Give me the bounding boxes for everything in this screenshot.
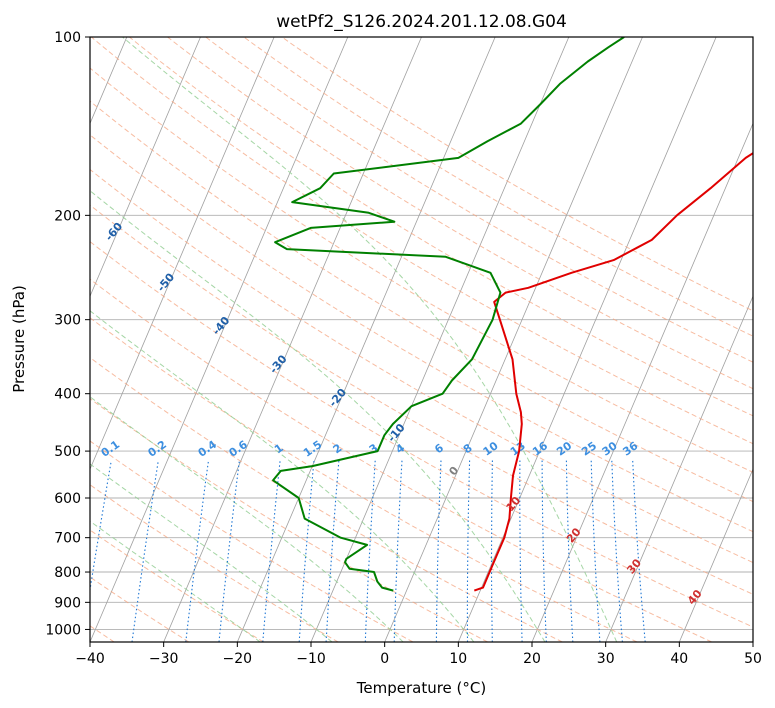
isotherm-line [531,122,753,642]
dry-adiabat-line [205,37,753,363]
isotherm-line [605,295,753,642]
sounding-profiles [272,37,753,592]
y-tick-label: 500 [54,444,81,460]
x-tick-label: 20 [523,651,541,667]
isotherm-line [236,37,496,642]
x-axis-title: Temperature (°C) [356,679,486,697]
dry-adiabat-line [243,37,753,337]
dry-adiabat-line [129,37,753,417]
y-axis-title: Pressure (hPa) [10,285,28,393]
dewpoint-profile-line [272,37,625,592]
mixing-ratio-line [90,460,112,594]
dry-adiabat-line [90,317,638,642]
x-tick-label: 50 [744,651,762,667]
isotherm-line [163,37,422,642]
y-tick-label: 900 [54,595,81,611]
isotherm-line [384,37,643,642]
dry-adiabat-line [90,529,264,642]
y-tick-label: 300 [54,313,81,329]
dry-adiabat-line [90,278,712,642]
moist-adiabat-line [90,520,261,642]
moist-adiabat-line [122,37,618,642]
dry-adiabat-line [90,204,753,595]
moist-adiabat-line [90,310,475,642]
isotherm-line [90,37,275,471]
dry-adiabat-line [167,37,753,390]
dry-adiabat-line [281,37,753,312]
chart-title: wetPf2_S126.2024.201.12.08.G04 [276,12,567,32]
x-tick-label: −10 [296,651,326,667]
dry-adiabat-lines [90,37,753,642]
isotherm-line [90,37,349,642]
dry-adiabat-line [90,168,753,564]
dry-adiabat-line [90,241,753,628]
y-tick-label: 200 [54,208,81,224]
dry-adiabat-line [90,134,753,533]
y-tick-label: 100 [54,30,81,46]
mixing-ratio-line [185,460,210,642]
x-tick-label: 10 [449,651,467,667]
isotherm-line [457,37,717,642]
x-tick-label: −40 [75,651,105,667]
isotherm-line [678,468,753,642]
y-axis-ticks: 100 200 300 400 500 600 700 800 900 1000 [45,30,90,638]
x-tick-label: −30 [149,651,179,667]
x-tick-label: −20 [223,651,253,667]
y-tick-label: 400 [54,387,81,403]
moist-adiabat-line [90,463,333,642]
moist-adiabat-line [90,190,546,642]
x-tick-label: 40 [670,651,688,667]
dry-adiabat-line [90,67,753,473]
y-tick-label: 800 [54,565,81,581]
plot-frame [89,36,754,643]
moist-adiabat-lines [90,37,618,642]
mixing-ratio-line [218,460,240,642]
dry-adiabat-line [90,37,753,445]
dry-adiabat-line [90,484,339,642]
y-tick-label: 700 [54,531,81,547]
dry-adiabat-line [90,100,753,503]
y-tick-label: 1000 [45,622,81,638]
x-axis-ticks: −40 −30 −20 −10 0 10 20 30 40 50 [75,642,762,667]
isotherm-line [90,37,201,298]
mixing-ratio-line [131,460,159,642]
dry-adiabat-line [90,440,414,642]
x-tick-label: 0 [380,651,389,667]
x-tick-label: 30 [597,651,615,667]
y-tick-label: 600 [54,491,81,507]
